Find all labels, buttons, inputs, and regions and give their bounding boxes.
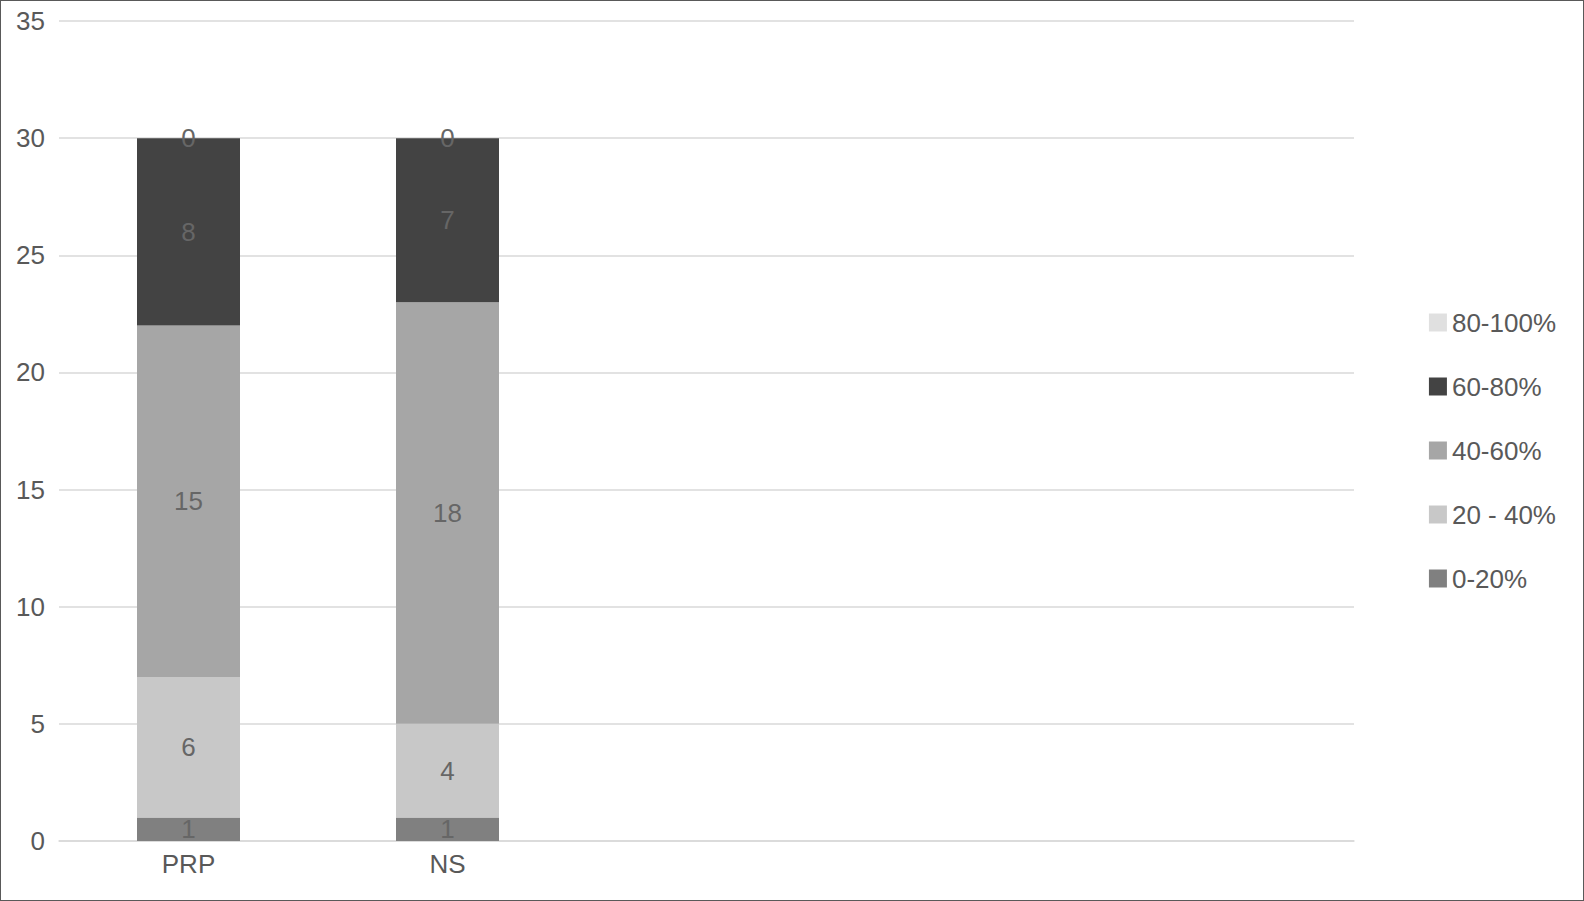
svg-text:25: 25: [16, 240, 45, 270]
svg-text:10: 10: [16, 592, 45, 622]
svg-text:PRP: PRP: [162, 849, 215, 879]
svg-text:20 - 40%: 20 - 40%: [1452, 500, 1556, 530]
svg-text:40-60%: 40-60%: [1452, 436, 1542, 466]
svg-text:1: 1: [440, 814, 454, 844]
svg-text:0: 0: [31, 826, 45, 856]
svg-text:80-100%: 80-100%: [1452, 308, 1556, 338]
svg-text:60-80%: 60-80%: [1452, 372, 1542, 402]
svg-text:30: 30: [16, 123, 45, 153]
svg-text:0: 0: [440, 123, 454, 153]
svg-text:18: 18: [433, 498, 462, 528]
svg-text:1: 1: [181, 814, 195, 844]
svg-text:0-20%: 0-20%: [1452, 564, 1527, 594]
svg-text:NS: NS: [429, 849, 465, 879]
svg-text:7: 7: [440, 205, 454, 235]
svg-text:15: 15: [16, 475, 45, 505]
svg-text:6: 6: [181, 732, 195, 762]
svg-text:4: 4: [440, 756, 454, 786]
svg-text:5: 5: [31, 709, 45, 739]
svg-text:15: 15: [174, 486, 203, 516]
svg-text:20: 20: [16, 357, 45, 387]
svg-text:0: 0: [181, 123, 195, 153]
svg-text:8: 8: [181, 217, 195, 247]
svg-text:35: 35: [16, 6, 45, 36]
